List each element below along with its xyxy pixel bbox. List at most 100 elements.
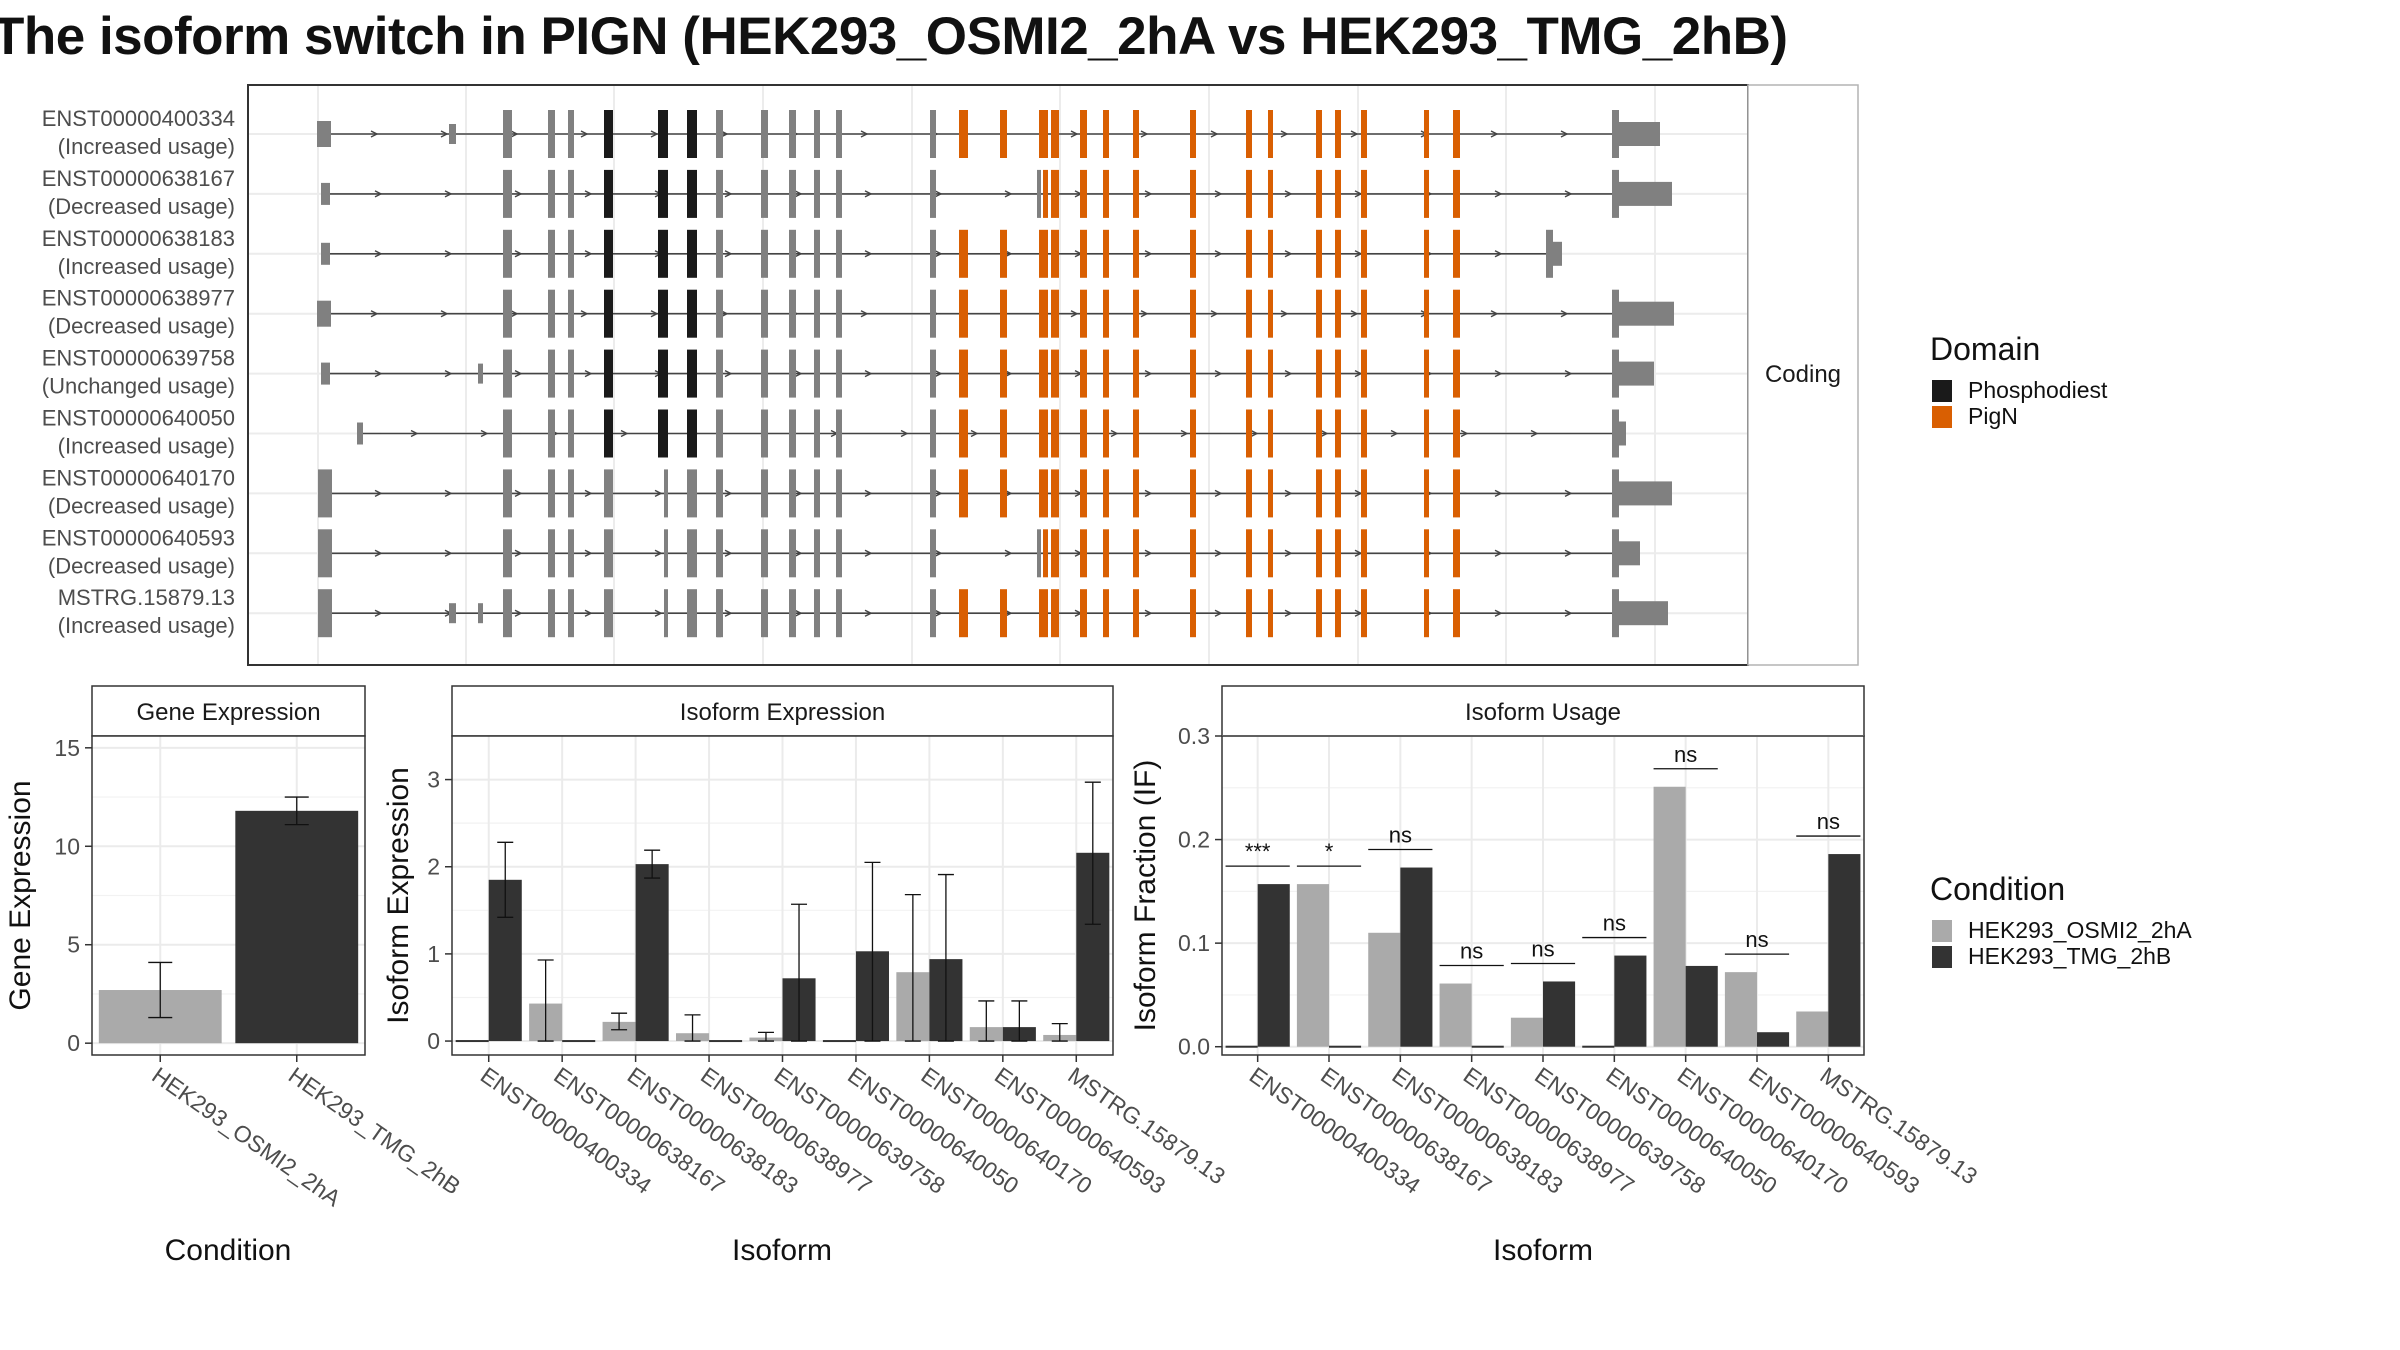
exon xyxy=(503,229,512,278)
y-tick-label: 1 xyxy=(427,941,440,967)
isoform-usage-label: (Increased usage) xyxy=(58,613,235,638)
pign-exon xyxy=(1424,529,1429,578)
exon xyxy=(789,169,796,218)
intron-arrow xyxy=(1320,429,1329,438)
pign-exon xyxy=(1103,110,1109,158)
intron-arrow xyxy=(1284,489,1293,498)
intron-arrow xyxy=(864,369,873,378)
pign-exon xyxy=(1424,289,1429,338)
pign-exon xyxy=(1246,469,1252,518)
transcript-row: ENST00000640170 (Decreased usage) xyxy=(42,465,1672,518)
legend-swatch xyxy=(1932,920,1952,942)
pign-exon xyxy=(1133,589,1139,638)
exon xyxy=(548,169,555,218)
intron-arrow xyxy=(1494,369,1503,378)
intron-arrow xyxy=(1494,549,1503,557)
intron-arrow xyxy=(1214,489,1223,498)
exon xyxy=(503,529,512,578)
pign-exon xyxy=(1051,529,1059,578)
significance-label: ns xyxy=(1817,809,1840,834)
utr-exon xyxy=(321,362,330,385)
exon xyxy=(318,469,332,518)
y-tick-label: 5 xyxy=(67,932,80,958)
exon xyxy=(814,229,820,278)
exon xyxy=(568,589,574,638)
chart-panel: Isoform Expression0123ENST00000400334ENS… xyxy=(382,685,1230,1267)
y-axis-title: Gene Expression xyxy=(4,780,37,1010)
phosphodiest-exon xyxy=(658,169,668,218)
intron-arrow xyxy=(864,549,873,557)
y-tick-label: 0.1 xyxy=(1178,930,1210,956)
exon xyxy=(814,409,820,458)
pign-exon xyxy=(1080,110,1087,158)
pign-exon xyxy=(959,229,968,278)
exon xyxy=(548,589,555,638)
pign-exon xyxy=(1133,110,1139,158)
pign-exon xyxy=(1103,469,1109,518)
intron-arrow xyxy=(794,549,803,557)
intron-arrow xyxy=(444,250,453,258)
pign-exon xyxy=(1080,229,1087,278)
pign-exon xyxy=(1000,289,1007,338)
intron-arrow xyxy=(1284,190,1293,198)
exon xyxy=(836,289,842,338)
pign-exon xyxy=(1453,349,1460,398)
intron-arrow xyxy=(374,190,383,198)
exon xyxy=(664,529,668,578)
intron-arrow xyxy=(794,609,803,617)
isoform-usage-label: (Decreased usage) xyxy=(48,553,235,578)
exon xyxy=(789,409,796,458)
bar xyxy=(1439,983,1472,1047)
pign-exon xyxy=(1039,110,1048,158)
exon xyxy=(814,169,820,218)
bar xyxy=(455,1040,489,1043)
pign-exon xyxy=(1133,349,1139,398)
pign-exon xyxy=(1361,229,1367,278)
bar xyxy=(1757,1032,1790,1047)
exon xyxy=(503,469,512,518)
pign-exon xyxy=(1453,110,1460,158)
pign-exon xyxy=(1316,469,1322,518)
pign-exon xyxy=(1080,409,1087,458)
utr-exon xyxy=(357,422,363,445)
exon xyxy=(1612,469,1619,518)
significance-label: ns xyxy=(1389,823,1412,848)
pign-exon xyxy=(1335,529,1341,578)
intron-arrow xyxy=(1004,549,1013,557)
phosphodiest-exon xyxy=(604,289,613,338)
intron-arrow xyxy=(584,489,593,498)
exon xyxy=(789,349,796,398)
pign-exon xyxy=(1190,469,1196,518)
pign-exon xyxy=(1133,469,1139,518)
pign-exon xyxy=(1051,469,1059,518)
intron-arrow xyxy=(514,489,523,498)
pign-exon xyxy=(1051,409,1059,458)
intron-arrow xyxy=(860,310,869,318)
isoform-id-label: ENST00000638977 xyxy=(42,286,235,311)
phosphodiest-exon xyxy=(604,169,613,218)
pign-exon xyxy=(1316,349,1322,398)
intron-arrow xyxy=(1144,489,1153,498)
bar xyxy=(822,1040,856,1043)
transcript-row: ENST00000640593 (Decreased usage) xyxy=(42,525,1640,578)
intron-arrow xyxy=(1214,190,1223,198)
pign-exon xyxy=(1039,589,1048,638)
exon xyxy=(548,289,555,338)
figure-title: The isoform switch in PIGN (HEK293_OSMI2… xyxy=(0,7,1788,66)
intron-arrow xyxy=(514,609,523,617)
intron-arrow xyxy=(724,369,733,378)
bar xyxy=(635,864,669,1042)
exon xyxy=(478,603,483,624)
pign-exon xyxy=(1000,110,1007,158)
pign-exon xyxy=(1361,469,1367,518)
pign-exon xyxy=(1246,289,1252,338)
phosphodiest-exon xyxy=(658,229,668,278)
exon xyxy=(1546,236,1549,271)
intron-arrow xyxy=(1494,190,1503,198)
pign-exon xyxy=(1361,349,1367,398)
exon xyxy=(318,529,332,578)
significance-label: ns xyxy=(1603,911,1626,936)
intron-arrow xyxy=(1140,310,1149,318)
